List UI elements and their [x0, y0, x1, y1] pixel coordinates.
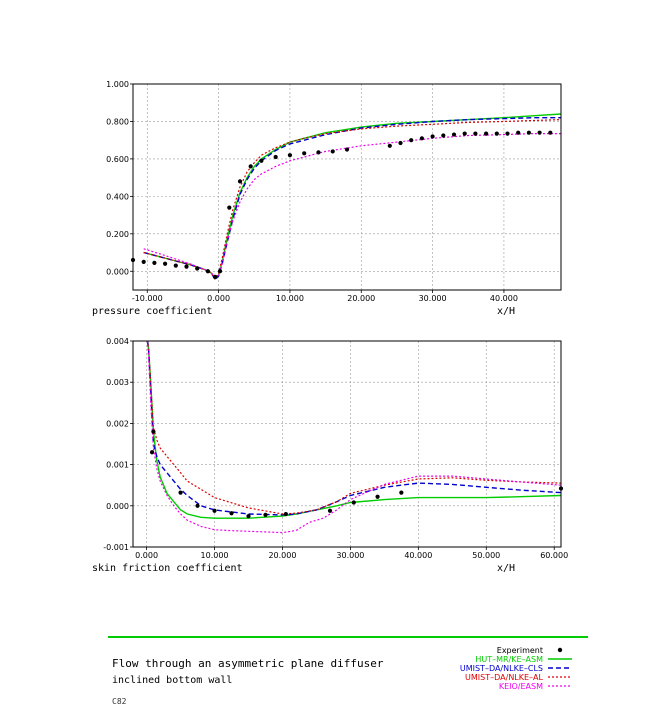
chart1-experiment-point-24	[430, 134, 435, 139]
chart2-experiment-point-10	[351, 500, 356, 505]
chart1-experiment-point-8	[212, 274, 218, 279]
chart1-experiment-point-32	[516, 130, 521, 135]
chart1-experiment-point-28	[473, 131, 478, 136]
chart2-xtick-label-1: 10.000	[201, 551, 229, 560]
chart2-experiment-point-8	[283, 511, 288, 517]
legend-label-2: UMIST–DA/NLKE–AL	[465, 673, 543, 682]
chart1-experiment-point-21	[398, 140, 403, 146]
footer-title: Flow through an asymmetric plane diffuse…	[112, 657, 384, 670]
footer-subtitle: inclined bottom wall	[112, 675, 232, 686]
chart2-plot-frame	[132, 340, 562, 548]
chart1-xtick-label-4: 30.000	[419, 294, 447, 303]
chart1-experiment-point-22	[409, 138, 414, 143]
chart1-experiment-point-19	[344, 147, 350, 152]
footer-code: C82	[112, 697, 127, 706]
chart2-ytick-label-0: -0.001	[103, 543, 129, 552]
chart2-ytick-label-5: 0.004	[106, 337, 129, 346]
chart1-xtick-label-1: 0.000	[207, 294, 230, 303]
chart2-ytick-label-2: 0.001	[106, 461, 129, 470]
chart1-experiment-point-9	[217, 269, 223, 274]
chart1-experiment-point-6	[195, 266, 200, 271]
chart1-ytick-label-2: 0.400	[106, 192, 129, 201]
chart2-experiment-point-2	[178, 490, 183, 495]
chart1-ytick-label-0: 0.000	[106, 267, 129, 276]
chart1-experiment-point-17	[316, 150, 321, 155]
chart2-series-2	[146, 341, 561, 515]
chart1-plot-frame	[132, 83, 562, 291]
chart1-series-1	[143, 116, 561, 281]
chart1-xlabel: x/H	[497, 306, 515, 317]
chart2-experiment-point-4	[212, 508, 217, 513]
chart2-xtick-label-4: 40.000	[404, 551, 432, 560]
chart2-xtick-label-5: 50.000	[472, 551, 500, 560]
chart1-ytick-label-3: 0.600	[106, 155, 129, 164]
chart2-experiment-point-5	[229, 511, 234, 516]
chart1-experiment-point-20	[387, 143, 392, 148]
chart1-ytick-label-5: 1.000	[106, 80, 129, 89]
chart1-experiment-point-26	[451, 132, 457, 137]
chart1-ytick-label-4: 0.800	[106, 117, 129, 126]
legend-experiment-label: Experiment	[497, 646, 543, 655]
chart2-xlabel: x/H	[497, 563, 515, 574]
chart1-series-2	[143, 119, 561, 280]
chart2-experiment-point-0	[149, 450, 155, 455]
chart2-ylabel: skin friction coefficient	[92, 563, 243, 574]
legend-experiment-marker	[557, 647, 563, 653]
chart2-experiment-point-9	[327, 508, 333, 513]
chart1-xtick-label-2: 10.000	[276, 294, 304, 303]
chart1-experiment-point-11	[237, 179, 243, 184]
chart2-xtick-label-0: 0.000	[135, 551, 158, 560]
chart1-experiment-point-33	[526, 130, 532, 135]
chart2-ytick-label-1: 0.000	[106, 502, 129, 511]
chart2-xtick-label-6: 60.000	[540, 551, 568, 560]
chart2-experiment-point-12	[399, 490, 404, 495]
chart1-experiment-point-34	[537, 130, 542, 135]
chart1-ylabel: pressure coefficient	[92, 306, 212, 317]
chart1-experiment-point-30	[494, 131, 499, 136]
chart1-experiment-point-14	[273, 154, 278, 160]
chart2-series-0	[146, 341, 561, 519]
chart1-experiment-point-35	[548, 130, 553, 135]
chart1-experiment-point-4	[173, 263, 178, 268]
chart1-experiment-point-12	[248, 164, 253, 169]
chart2-experiment-point-6	[246, 514, 251, 519]
chart2-experiment-point-7	[263, 512, 268, 517]
chart1-experiment-point-25	[441, 133, 446, 138]
chart1-xtick-label-0: -10.000	[132, 294, 163, 303]
chart1-experiment-point-3	[163, 261, 168, 266]
chart1-experiment-point-10	[227, 205, 232, 210]
chart1-experiment-point-27	[462, 131, 467, 136]
chart2-experiment-point-1	[151, 429, 156, 434]
legend-label-3: KEIO/EASM	[499, 682, 543, 691]
chart1-experiment-point-13	[259, 158, 264, 163]
chart1-experiment-point-2	[152, 260, 157, 265]
chart1-experiment-point-29	[484, 131, 489, 136]
skin-friction-chart: 0.000 10.000 20.000 30.000 40.000 50.000 60.00…	[103, 337, 568, 560]
chart2-xtick-label-3: 30.000	[336, 551, 364, 560]
chart1-experiment-point-18	[330, 149, 335, 154]
legend-label-1: UMIST–DA/NLKE–CLS	[460, 664, 543, 673]
chart2-experiment-point-3	[195, 503, 200, 508]
chart1-xtick-label-5: 40.000	[490, 294, 518, 303]
chart2-ytick-label-4: 0.003	[106, 378, 129, 387]
chart2-experiment-point-11	[375, 494, 380, 499]
chart1-experiment-point-5	[184, 264, 189, 269]
legend: Experiment HUT–MR/KE–ASM UMIST–DA/NLKE–C…	[460, 646, 572, 691]
chart2-series-1	[146, 341, 561, 516]
chart1-experiment-point-16	[302, 151, 307, 156]
chart1-experiment-point-7	[205, 269, 210, 274]
pressure-coefficient-chart: -10.000 0.000 10.000 20.000 30.000 40.000 0.00…	[106, 80, 562, 303]
chart2-series-3	[146, 341, 561, 534]
legend-label-0: HUT–MR/KE–ASM	[475, 655, 543, 664]
chart1-experiment-point-15	[287, 153, 293, 158]
chart1-xtick-label-3: 20.000	[347, 294, 375, 303]
chart1-ytick-label-1: 0.200	[106, 230, 129, 239]
chart2-ytick-label-3: 0.002	[106, 419, 129, 428]
chart1-experiment-point-23	[419, 136, 424, 141]
chart1-experiment-point-1	[141, 259, 146, 265]
chart2-xtick-label-2: 20.000	[268, 551, 296, 560]
chart1-experiment-point-31	[505, 131, 510, 136]
chart1-series-3	[143, 133, 561, 278]
